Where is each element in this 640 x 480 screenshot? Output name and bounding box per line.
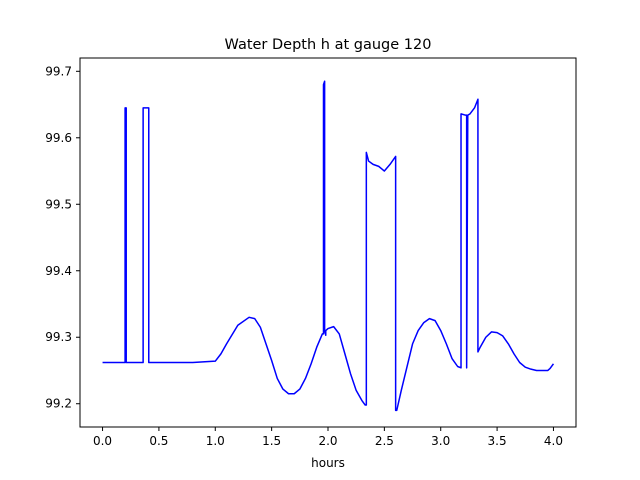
x-tick-label: 2.0 [318,434,337,448]
chart-title: Water Depth h at gauge 120 [225,37,432,53]
x-axis-label: hours [311,456,345,470]
x-tick-label: 1.5 [262,434,281,448]
y-tick-label: 99.7 [45,64,72,78]
y-tick-label: 99.3 [45,330,72,344]
series-line-0 [102,80,555,412]
y-tick-label: 99.2 [45,397,72,411]
x-tick-label: 4.0 [544,434,563,448]
x-axis-ticks: 0.0 0.5 1.0 1.5 2.0 2.5 3.0 3.5 4.0 [93,427,563,448]
x-tick-label: 0.5 [149,434,168,448]
x-tick-label: 2.5 [375,434,394,448]
x-tick-label: 1.0 [206,434,225,448]
x-tick-label: 3.5 [488,434,507,448]
y-axis-ticks: 99.2 99.3 99.4 99.5 99.6 99.7 [45,64,80,411]
x-tick-label: 3.0 [431,434,450,448]
y-tick-label: 99.5 [45,197,72,211]
x-tick-label: 0.0 [93,434,112,448]
y-tick-label: 99.6 [45,131,72,145]
plot-lines-group [102,80,555,412]
y-tick-label: 99.4 [45,264,72,278]
